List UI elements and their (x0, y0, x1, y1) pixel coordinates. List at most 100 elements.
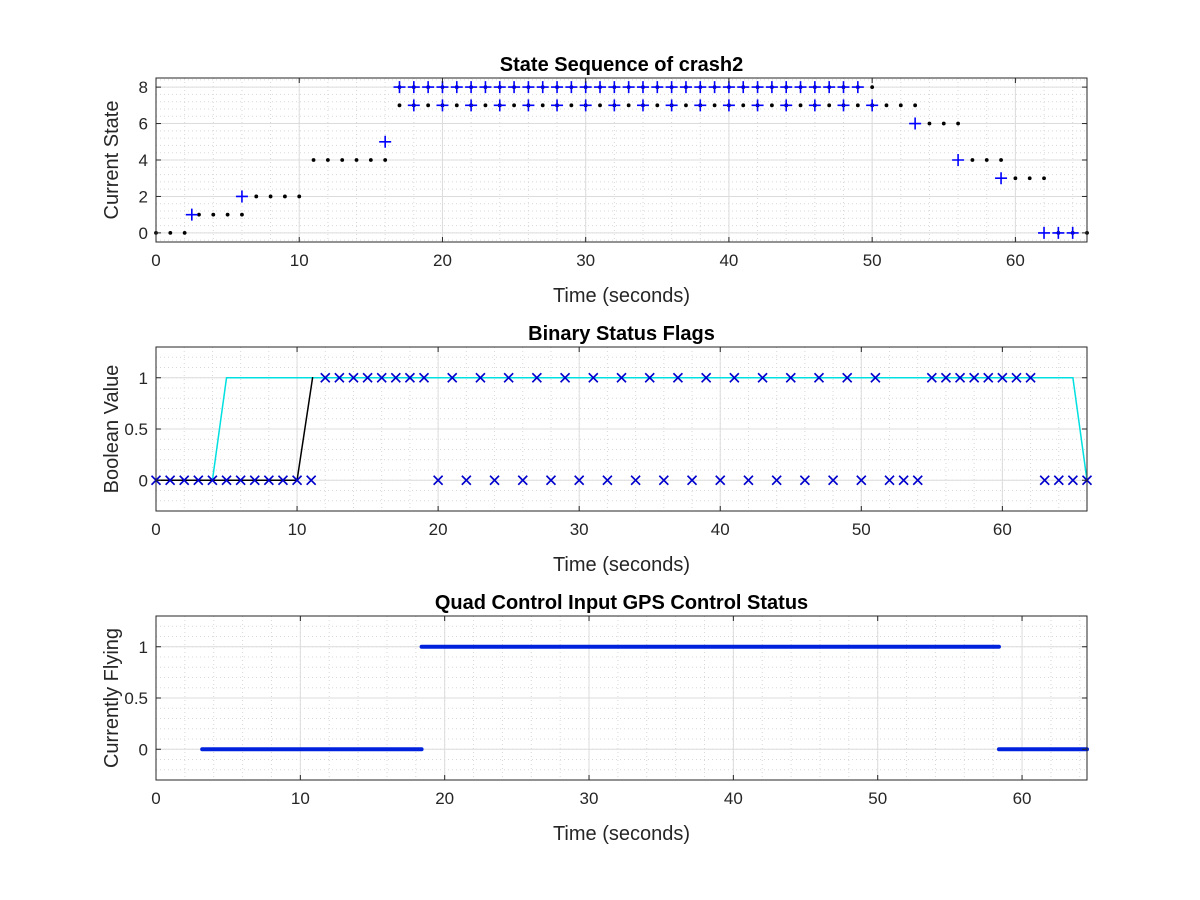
data-point-plus (422, 81, 435, 94)
data-point-dot (182, 230, 187, 235)
data-point-plus (622, 81, 635, 94)
data-point-dot (569, 103, 574, 108)
data-point-x (362, 372, 373, 383)
data-point-plus (636, 99, 649, 112)
data-point-dot (941, 121, 946, 126)
data-point-dot (354, 158, 359, 162)
data-point-dot (999, 158, 1003, 162)
data-point-plus (995, 172, 1008, 185)
data-point-plus (737, 81, 750, 94)
data-point-x (672, 372, 683, 383)
data-point-x (165, 475, 176, 486)
data-point-x (602, 475, 613, 486)
data-point-x (1025, 372, 1036, 383)
data-point-dot (684, 103, 688, 108)
data-point-dot (268, 194, 273, 199)
data-point-x (926, 372, 937, 383)
data-point-x (644, 372, 655, 383)
data-point-x (1053, 475, 1064, 486)
x-tick-label: 0 (151, 789, 160, 808)
data-point-plus (1066, 226, 1079, 239)
data-point-plus (665, 99, 678, 112)
y-tick-label: 0 (139, 471, 148, 490)
data-point-x (404, 372, 415, 383)
data-point-x (630, 475, 641, 486)
data-point-x (418, 372, 430, 383)
y-tick-label: 1 (139, 369, 148, 388)
data-point-x (842, 372, 853, 383)
data-point-x (517, 475, 528, 486)
x-tick-label: 0 (151, 251, 160, 270)
data-point-plus (436, 81, 449, 94)
chart-title: Binary Status Flags (528, 323, 715, 345)
data-point-plus (679, 81, 692, 94)
x-tick-label: 40 (711, 520, 730, 539)
x-tick-label: 20 (429, 520, 448, 539)
data-point-plus (851, 81, 864, 94)
data-point-dot (769, 103, 774, 108)
y-axis-label: Currently Flying (101, 628, 123, 768)
data-point-x (433, 475, 444, 486)
data-point-dot (1042, 176, 1046, 181)
data-point-dot (483, 103, 488, 108)
data-point-x (969, 372, 980, 383)
data-point-x (475, 372, 486, 383)
data-point-x (729, 372, 740, 383)
data-point-x (813, 372, 825, 383)
data-point-x (686, 475, 698, 486)
subplot-3: 0 10 20 30 40 50 60 0 0.5 1 Quad Control Input GPS… (101, 592, 1089, 845)
data-point-dot (240, 212, 244, 217)
x-tick-label: 40 (719, 251, 738, 270)
data-point-plus (551, 99, 564, 112)
data-point-dot (311, 158, 316, 162)
data-point-x (531, 372, 542, 383)
data-point-x (277, 475, 289, 486)
data-point-dot (454, 103, 459, 108)
x-tick-label: 20 (435, 789, 454, 808)
data-point-dot (913, 103, 918, 108)
x-tick-label: 10 (288, 520, 307, 539)
data-point-x (334, 372, 345, 383)
data-point-dot (655, 103, 660, 108)
data-point-dot (598, 103, 602, 108)
data-point-x (249, 475, 260, 486)
x-tick-label: 60 (1006, 251, 1025, 270)
data-point-dot (383, 158, 388, 162)
data-point-x (447, 372, 458, 383)
data-point-x (193, 475, 204, 486)
data-point-plus (808, 99, 821, 112)
series-3 (150, 372, 1093, 486)
x-tick-label: 40 (724, 789, 743, 808)
data-point-dot (870, 85, 875, 90)
data-point-dot (884, 103, 889, 108)
data-point-x (997, 372, 1008, 383)
data-point-x (235, 475, 246, 486)
data-point-x (715, 475, 726, 486)
y-axis-label: Current State (101, 101, 123, 220)
data-point-dot (741, 103, 746, 108)
chart-title: Quad Control Input GPS Control Status (435, 592, 808, 614)
x-axis-label: Time (seconds) (553, 823, 690, 845)
data-point-dot (168, 230, 173, 235)
data-point-plus (823, 81, 836, 94)
data-point-plus (185, 208, 198, 221)
data-point-dot (956, 121, 960, 126)
data-point-x (306, 475, 317, 486)
data-point-x (954, 372, 966, 383)
data-point-x (390, 372, 401, 383)
data-point-x (320, 372, 331, 383)
data-point-plus (808, 81, 821, 94)
x-tick-label: 50 (868, 789, 887, 808)
y-tick-label: 8 (139, 78, 148, 97)
x-tick-label: 10 (290, 251, 309, 270)
data-point-dot (855, 103, 860, 108)
data-point-dot (211, 212, 216, 217)
data-point-plus (235, 190, 248, 203)
data-point-x (856, 475, 867, 486)
data-point-dot (970, 158, 975, 162)
subplot-2: 0 10 20 30 40 50 60 0 0.5 1 Binary Status Flags Tim… (101, 323, 1093, 576)
x-tick-label: 30 (570, 520, 589, 539)
data-point-x (898, 475, 909, 486)
data-point-plus (522, 99, 535, 112)
data-point-x (701, 372, 712, 383)
